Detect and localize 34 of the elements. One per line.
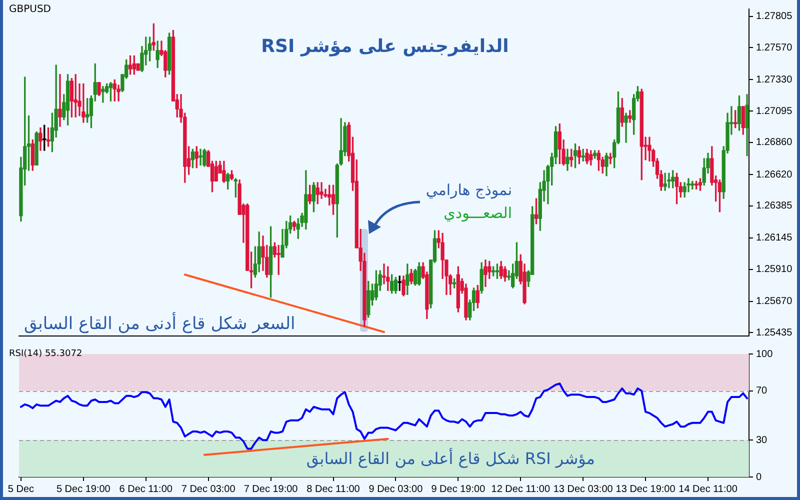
annotation: RSI(14) 55.3072: [9, 349, 82, 360]
y-tick-label: 1.27805: [756, 11, 793, 22]
x-tick-label: 7 Dec 19:00: [244, 484, 298, 495]
y-tick-label: 1.27570: [756, 42, 793, 54]
x-tick-label: 5 Dec 19:00: [56, 484, 111, 495]
y-tick-label: 1.26145: [756, 232, 793, 244]
y-tick-label: 100: [756, 348, 774, 360]
annotation: السعر شكل قاع أدنى من القاع السابق: [24, 314, 296, 334]
x-tick-label: 9 Dec 03:00: [368, 484, 424, 495]
x-tick-label: 13 Dec 19:00: [616, 484, 676, 495]
annotation: مؤشر RSI شكل قاع أعلى من القاع السابق: [306, 449, 595, 468]
annotation: نموذج هارامي: [426, 181, 512, 199]
y-tick-label: 1.25435: [756, 327, 793, 338]
y-tick-label: 1.26620: [756, 169, 793, 180]
y-tick-label: 1.27330: [756, 74, 793, 86]
annotation: GBPUSD: [9, 4, 52, 16]
x-tick-label: 14 Dec 11:00: [678, 484, 738, 495]
x-tick-label: 12 Dec 11:00: [491, 484, 550, 495]
y-tick-label: 0: [756, 472, 762, 483]
y-tick-label: 1.27095: [756, 106, 793, 117]
y-tick-label: 70: [756, 386, 768, 397]
y-tick-label: 30: [756, 434, 768, 446]
y-tick-label: 1.25670: [756, 296, 793, 308]
x-tick-label: 9 Dec 19:00: [431, 484, 486, 495]
x-tick-label: 8 Dec 11:00: [306, 484, 360, 495]
y-tick-label: 1.25910: [756, 264, 793, 276]
x-tick-label: 13 Dec 03:00: [553, 484, 614, 495]
x-tick-label: 5 Dec: [8, 484, 34, 495]
x-tick-label: 7 Dec 03:00: [181, 484, 236, 495]
annotation: الصعـــودي: [444, 204, 512, 222]
y-tick-label: 1.26860: [756, 137, 793, 148]
y-tick-label: 1.26385: [756, 200, 793, 212]
text: الدايفرجنس على مؤشر RSI: [261, 36, 509, 58]
x-tick-label: 6 Dec 11:00: [119, 484, 173, 495]
